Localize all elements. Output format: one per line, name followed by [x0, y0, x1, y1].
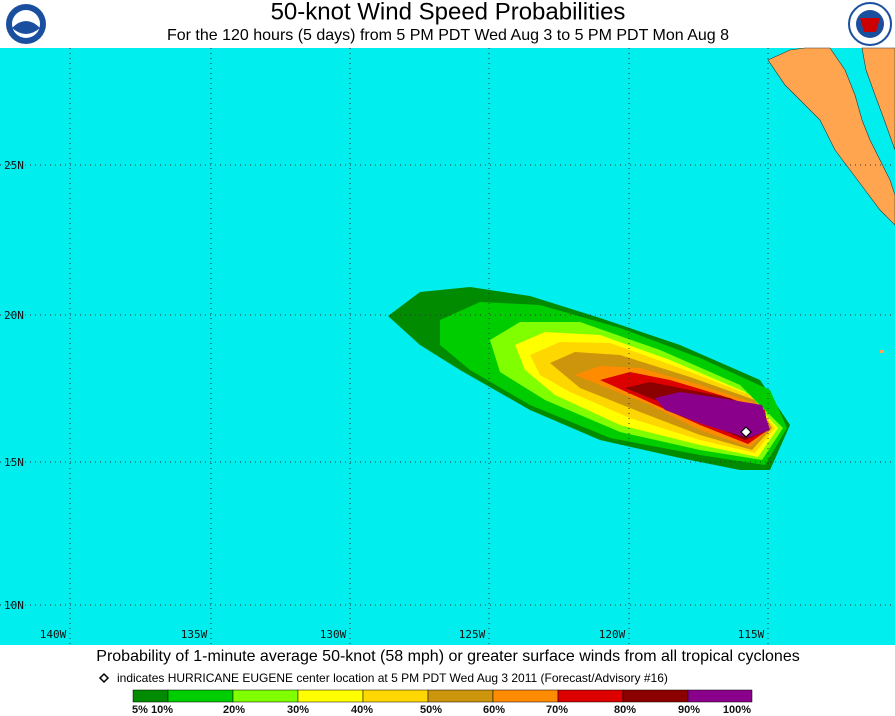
lat-label: 25N	[4, 159, 24, 172]
lat-label: 10N	[4, 599, 24, 612]
baja-peninsula	[767, 47, 895, 226]
storm-center	[740, 426, 752, 438]
lat-label: 20N	[4, 309, 24, 322]
title: 50-knot Wind Speed Probabilities	[271, 0, 626, 25]
scale-label: 90%	[678, 704, 700, 716]
scale-label: 10%	[151, 704, 173, 716]
scale-label: 30%	[287, 704, 309, 716]
legend-diamond	[98, 672, 110, 684]
scale-label: 50%	[420, 704, 442, 716]
lon-label: 130W	[320, 628, 347, 641]
probability-contours	[388, 287, 790, 470]
caption: Probability of 1-minute average 50-knot …	[96, 648, 799, 665]
legend-note: indicates HURRICANE EUGENE center locati…	[117, 671, 668, 685]
graticule	[0, 48, 895, 645]
scale-label: 60%	[483, 704, 505, 716]
nws-logo	[848, 2, 892, 46]
island	[880, 350, 884, 353]
lon-label: 140W	[40, 628, 67, 641]
mainland-mexico	[861, 47, 895, 151]
scale-label: 20%	[223, 704, 245, 716]
lon-label: 120W	[599, 628, 626, 641]
scale-label: 5%	[132, 704, 148, 716]
subtitle: For the 120 hours (5 days) from 5 PM PDT…	[167, 27, 729, 44]
lat-label: 15N	[4, 456, 24, 469]
lon-label: 115W	[738, 628, 765, 641]
noaa-logo	[6, 4, 46, 44]
lon-label: 125W	[459, 628, 486, 641]
scale-label: 70%	[546, 704, 568, 716]
scale-label: 100%	[723, 704, 751, 716]
scale-label: 40%	[351, 704, 373, 716]
lon-label: 135W	[181, 628, 208, 641]
color-scale	[132, 689, 753, 703]
scale-label: 80%	[614, 704, 636, 716]
